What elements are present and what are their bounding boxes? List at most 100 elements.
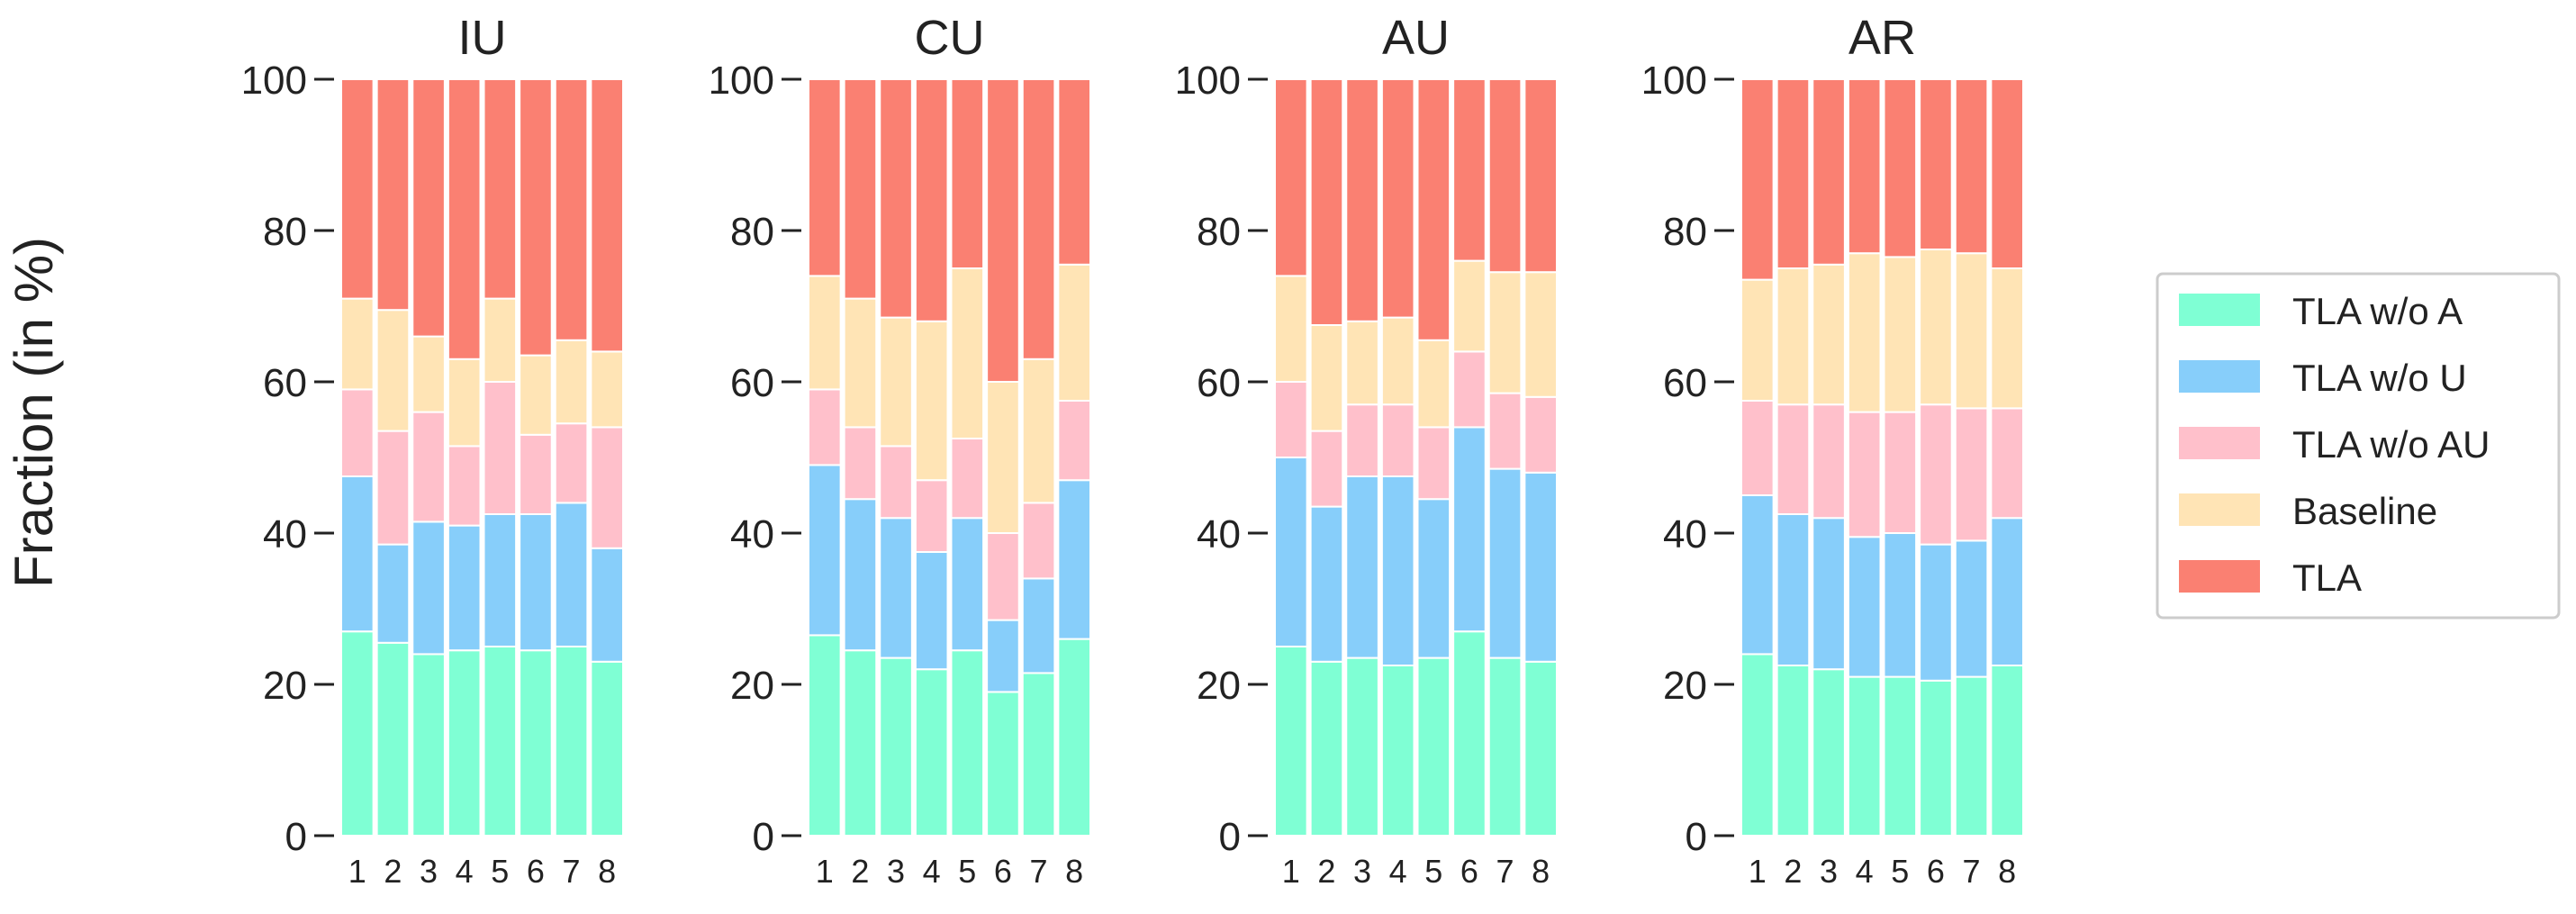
x-tick-label: 6	[1460, 853, 1478, 890]
x-tick-label: 8	[1065, 853, 1083, 890]
bar-baseline	[1057, 263, 1091, 402]
x-tick-label: 3	[1820, 853, 1838, 890]
bar-tla-w-o-a	[1452, 630, 1487, 837]
bar-tla-w-o-au	[483, 381, 518, 515]
x-tick-label: 2	[1784, 853, 1802, 890]
bar-tla	[1021, 78, 1056, 360]
bar-tla-w-o-au	[1452, 350, 1487, 429]
bar-tla-w-o-a	[1057, 638, 1091, 837]
legend-swatch-tla-w-o-a	[2179, 294, 2260, 326]
x-tick-label: 6	[1927, 853, 1945, 890]
bar-tla	[1740, 78, 1775, 281]
bar-tla-w-o-u	[554, 502, 589, 648]
bar-tla-w-o-u	[1452, 426, 1487, 633]
subplot-title: AU	[1382, 11, 1450, 65]
bar-baseline	[1919, 249, 1953, 406]
bar-tla-w-o-au	[808, 388, 842, 466]
y-tick-label: 40	[263, 512, 307, 557]
y-tick-label: 80	[730, 210, 774, 254]
bar-tla-w-o-a	[1487, 656, 1523, 837]
bar-tla-w-o-a	[483, 646, 518, 837]
bar-tla	[1274, 78, 1308, 277]
bar-tla	[340, 78, 375, 300]
y-tick-label: 60	[730, 361, 774, 405]
y-tick-label: 80	[1197, 210, 1241, 254]
y-tick-label: 100	[241, 59, 307, 103]
bar-baseline	[986, 381, 1020, 534]
y-tick-label: 0	[285, 815, 307, 859]
bar-tla	[1452, 78, 1487, 262]
bar-baseline	[843, 297, 878, 429]
bar-tla-w-o-au	[554, 422, 589, 504]
bar-tla	[1523, 78, 1558, 274]
bar-tla	[554, 78, 589, 341]
bar-baseline	[1452, 259, 1487, 353]
bar-tla-w-o-a	[554, 646, 589, 837]
bar-tla	[519, 78, 553, 357]
bar-tla-w-o-au	[1919, 403, 1953, 546]
bar-baseline	[1523, 271, 1558, 398]
y-tick-label: 0	[753, 815, 774, 859]
y-tick-label: 20	[263, 664, 307, 708]
bar-tla	[1919, 78, 1953, 250]
subplot-cu: CU 0 20 40 60 80 100 1 2 3 4 5 6 7 8	[709, 11, 1091, 890]
bar-tla	[808, 78, 842, 277]
bar-tla-w-o-u	[1740, 494, 1775, 656]
bar-tla-w-o-au	[879, 445, 913, 520]
bar-baseline	[1954, 252, 1989, 410]
bar-tla	[1812, 78, 1846, 266]
bar-baseline	[1812, 263, 1846, 406]
bar-tla-w-o-a	[1883, 675, 1918, 837]
x-tick-label: 1	[1749, 853, 1767, 890]
bar-tla	[1990, 78, 2024, 269]
bar-tla-w-o-a	[1812, 668, 1846, 837]
bar-tla-w-o-au	[1309, 430, 1344, 508]
bar-tla-w-o-au	[340, 388, 375, 477]
bar-baseline	[1380, 316, 1415, 406]
y-tick-label: 100	[1641, 59, 1707, 103]
y-tick-label: 80	[1663, 210, 1707, 254]
bar-tla-w-o-u	[519, 513, 553, 652]
legend-label: Baseline	[2292, 490, 2437, 532]
bar-tla-w-o-u	[1021, 577, 1056, 674]
x-tick-label: 4	[1389, 853, 1407, 890]
bar-tla	[375, 78, 411, 312]
bar-baseline	[375, 309, 411, 432]
bar-baseline	[483, 297, 518, 384]
bar-tla-w-o-a	[590, 660, 624, 837]
y-tick-label: 60	[1197, 361, 1241, 405]
bar-tla	[1847, 78, 1882, 255]
bar-tla	[1057, 78, 1091, 266]
x-tick-label: 2	[851, 853, 869, 890]
y-tick-label: 40	[1197, 512, 1241, 557]
bar-tla	[1883, 78, 1918, 258]
bar-tla-w-o-a	[411, 653, 446, 837]
bar-tla	[590, 78, 624, 353]
bar-tla-w-o-au	[447, 445, 482, 527]
subplot-au: AU 0 20 40 60 80 100 1 2 3 4 5 6 7 8	[1175, 11, 1558, 890]
bar-tla-w-o-u	[375, 543, 411, 644]
x-tick-label: 8	[1998, 853, 2016, 890]
bar-baseline	[1416, 339, 1451, 429]
bar-tla-w-o-u	[1812, 517, 1846, 671]
bar-tla	[483, 78, 518, 300]
bar-tla-w-o-a	[1416, 656, 1451, 837]
x-tick-label: 7	[1496, 853, 1514, 890]
bar-tla	[1309, 78, 1344, 326]
bar-tla-w-o-u	[1416, 498, 1451, 659]
x-tick-label: 7	[1030, 853, 1048, 890]
bar-baseline	[879, 316, 913, 448]
bar-tla	[1954, 78, 1989, 255]
subplot-title: CU	[915, 11, 985, 65]
bar-tla-w-o-a	[1847, 675, 1882, 837]
legend-label: TLA w/o U	[2292, 357, 2467, 399]
bar-tla-w-o-u	[1487, 467, 1523, 659]
bar-tla	[843, 78, 878, 300]
legend-swatch-baseline	[2179, 493, 2260, 526]
bar-tla-w-o-u	[1309, 505, 1344, 663]
y-tick-label: 80	[263, 210, 307, 254]
bar-baseline	[554, 339, 589, 425]
bar-baseline	[1274, 275, 1308, 383]
bar-tla-w-o-a	[986, 691, 1020, 837]
bar-tla-w-o-a	[843, 649, 878, 837]
